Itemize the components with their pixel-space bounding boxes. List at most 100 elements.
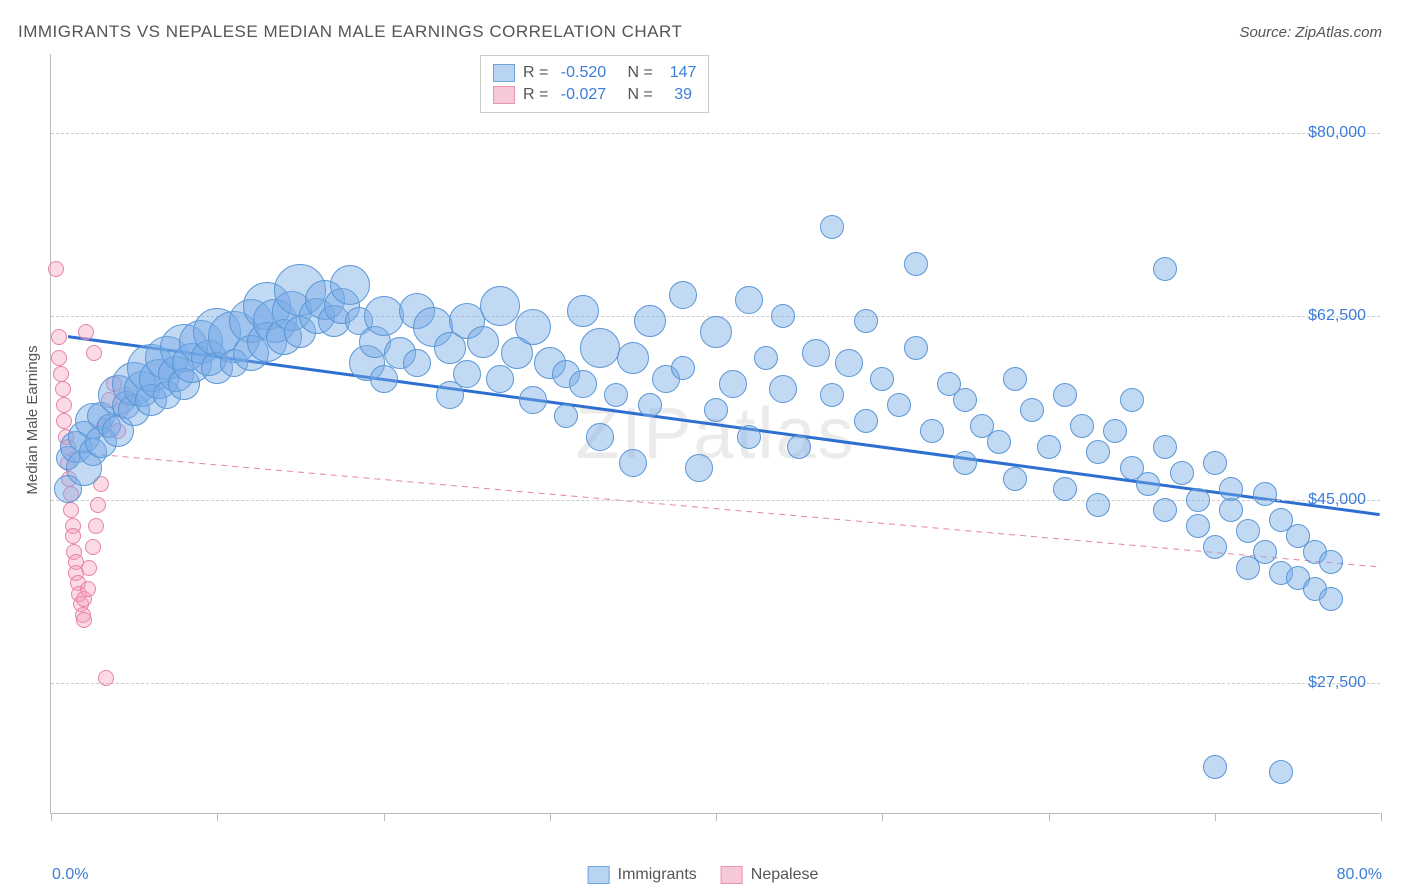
scatter-point [671, 356, 695, 380]
scatter-point [53, 366, 69, 382]
scatter-point [1086, 493, 1110, 517]
y-tick-label: $62,500 [1308, 307, 1366, 325]
series-legend: Immigrants Nepalese [588, 866, 819, 884]
scatter-point [854, 409, 878, 433]
legend-row: R = -0.520 N = 147 [493, 62, 696, 84]
gridline-horizontal [51, 133, 1380, 134]
legend-n-label: N = [614, 86, 657, 104]
scatter-point [51, 329, 67, 345]
scatter-point [486, 365, 514, 393]
scatter-point [735, 286, 763, 314]
y-tick-label: $27,500 [1308, 674, 1366, 692]
x-tick [882, 813, 883, 821]
y-tick-label: $80,000 [1308, 124, 1366, 142]
scatter-point [1170, 461, 1194, 485]
scatter-point [467, 326, 499, 358]
scatter-point [719, 370, 747, 398]
scatter-point [586, 423, 614, 451]
legend-swatch [588, 866, 610, 884]
scatter-point [1253, 540, 1277, 564]
scatter-point [1203, 451, 1227, 475]
scatter-point [554, 404, 578, 428]
scatter-point [870, 367, 894, 391]
scatter-point [580, 328, 620, 368]
scatter-point [820, 215, 844, 239]
scatter-point [638, 393, 662, 417]
scatter-point [63, 502, 79, 518]
scatter-point [887, 393, 911, 417]
scatter-point [1103, 419, 1127, 443]
scatter-point [904, 336, 928, 360]
scatter-point [787, 435, 811, 459]
scatter-point [1186, 488, 1210, 512]
scatter-point [1153, 498, 1177, 522]
x-axis-max-label: 80.0% [1337, 866, 1382, 884]
scatter-point [802, 339, 830, 367]
scatter-point [1120, 388, 1144, 412]
scatter-point [480, 286, 520, 326]
chart-plot-area: ZIPatlas $27,500$45,000$62,500$80,000 [50, 54, 1380, 814]
correlation-legend: R = -0.520 N = 147R = -0.027 N = 39 [480, 55, 709, 113]
scatter-point [98, 670, 114, 686]
gridline-horizontal [51, 683, 1380, 684]
scatter-point [81, 560, 97, 576]
scatter-point [86, 345, 102, 361]
scatter-point [515, 309, 551, 345]
scatter-point [1003, 367, 1027, 391]
scatter-point [1319, 587, 1343, 611]
scatter-point [737, 425, 761, 449]
scatter-point [55, 381, 71, 397]
scatter-point [370, 365, 398, 393]
legend-item: Immigrants [588, 866, 697, 884]
scatter-point [1203, 535, 1227, 559]
legend-label: Immigrants [618, 866, 697, 884]
scatter-point [904, 252, 928, 276]
scatter-point [519, 386, 547, 414]
legend-r-label: R = [523, 64, 553, 82]
scatter-point [330, 265, 370, 305]
scatter-point [1053, 477, 1077, 501]
scatter-point [569, 370, 597, 398]
scatter-point [1037, 435, 1061, 459]
x-tick [550, 813, 551, 821]
scatter-point [1053, 383, 1077, 407]
scatter-point [1086, 440, 1110, 464]
scatter-point [1319, 550, 1343, 574]
scatter-point [771, 304, 795, 328]
scatter-point [685, 454, 713, 482]
scatter-point [619, 449, 647, 477]
scatter-point [1153, 257, 1177, 281]
scatter-point [700, 316, 732, 348]
x-tick [384, 813, 385, 821]
scatter-point [987, 430, 1011, 454]
scatter-point [56, 397, 72, 413]
scatter-point [953, 388, 977, 412]
scatter-point [48, 261, 64, 277]
y-axis-label: Median Male Earnings [24, 345, 41, 494]
legend-swatch [721, 866, 743, 884]
scatter-point [669, 281, 697, 309]
scatter-point [953, 451, 977, 475]
scatter-point [617, 342, 649, 374]
scatter-point [78, 324, 94, 340]
scatter-point [1253, 482, 1277, 506]
scatter-point [1003, 467, 1027, 491]
scatter-point [769, 375, 797, 403]
trendlines-layer [51, 54, 1380, 813]
x-axis-min-label: 0.0% [52, 866, 88, 884]
scatter-point [835, 349, 863, 377]
scatter-point [403, 349, 431, 377]
x-tick [1215, 813, 1216, 821]
legend-n-value: 147 [665, 64, 696, 82]
gridline-horizontal [51, 500, 1380, 501]
scatter-point [76, 612, 92, 628]
scatter-point [90, 497, 106, 513]
x-tick [1381, 813, 1382, 821]
scatter-point [1269, 760, 1293, 784]
legend-r-value: -0.027 [561, 86, 606, 104]
scatter-point [85, 539, 101, 555]
scatter-point [1203, 755, 1227, 779]
x-tick [716, 813, 717, 821]
legend-item: Nepalese [721, 866, 819, 884]
scatter-point [920, 419, 944, 443]
